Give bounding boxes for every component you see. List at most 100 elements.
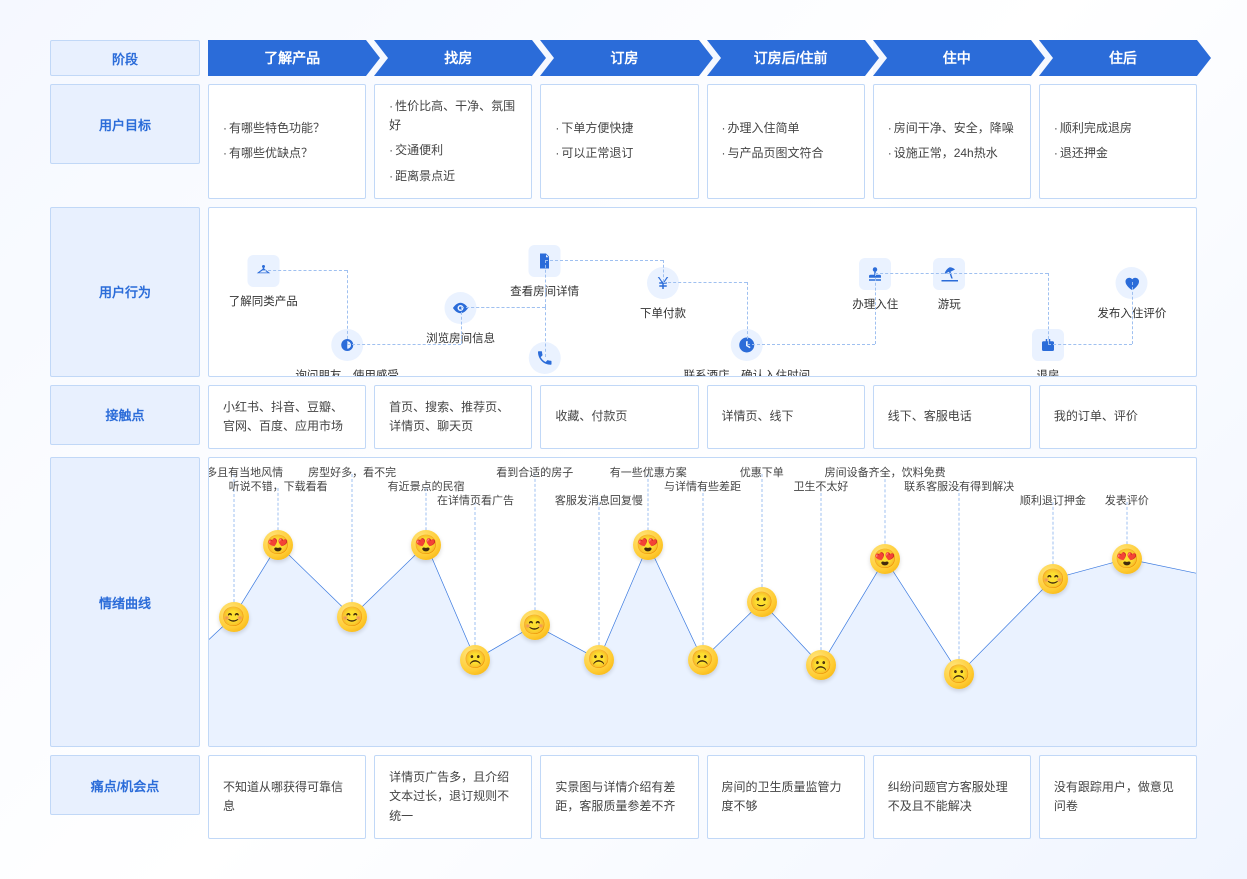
emoji-sad-icon — [688, 645, 718, 675]
mood-tick — [534, 474, 535, 625]
emoji-love-icon — [633, 530, 663, 560]
mood-point — [584, 645, 614, 675]
mood-label: 优惠下单 — [740, 464, 784, 480]
pain-text: 没有跟踪用户，做意见问卷 — [1054, 778, 1182, 816]
mood-panel: 风格多且有当地风情听说不错，下载看看房型好多，看不完有近景点的民宿在详情页看广告… — [208, 457, 1197, 747]
goals-container: 有哪些特色功能？有哪些优缺点？性价比高、干净、氛围好交通便利距离景点近下单方便快… — [208, 84, 1197, 199]
mood-point — [870, 544, 900, 574]
mood-tick — [352, 474, 353, 616]
label-mood: 情绪曲线 — [50, 457, 200, 747]
pain-cell: 实景图与详情介绍有差距，客服质量参差不齐 — [540, 755, 698, 839]
mood-label: 联系客服没有得到解决 — [904, 478, 1014, 494]
goal-cell: 房间干净、安全，降噪设施正常，24h热水 — [873, 84, 1031, 199]
mood-point — [806, 650, 836, 680]
mood-label: 房型好多，看不完 — [308, 464, 396, 480]
goal-line: 有哪些特色功能？ — [223, 119, 351, 138]
pain-cell: 不知道从哪获得可靠信息 — [208, 755, 366, 839]
pain-container: 不知道从哪获得可靠信息详情页广告多，且介绍文本过长，退订规则不统一实景图与详情介… — [208, 755, 1197, 839]
touchpoint-cell: 首页、搜索、推荐页、详情页、聊天页 — [374, 385, 532, 449]
goal-line: 距离景点近 — [389, 167, 517, 186]
behavior-node-label: 游玩 — [938, 296, 961, 312]
goal-line: 办理入住简单 — [722, 119, 850, 138]
touchpoint-cell: 我的订单、评价 — [1039, 385, 1197, 449]
goal-line: 设施正常，24h热水 — [888, 144, 1016, 163]
mood-label: 顺利退订押金 — [1020, 492, 1086, 508]
mood-label: 在详情页看广告 — [437, 492, 514, 508]
goal-line: 性价比高、干净、氛围好 — [389, 97, 517, 135]
goal-cell: 性价比高、干净、氛围好交通便利距离景点近 — [374, 84, 532, 199]
touchpoint-text: 我的订单、评价 — [1054, 407, 1182, 426]
emoji-love-icon — [1112, 544, 1142, 574]
pain-text: 纠纷问题官方客服处理不及且不能解决 — [888, 778, 1016, 816]
emoji-sad-icon — [806, 650, 836, 680]
goal-line: 顺利完成退房 — [1054, 119, 1182, 138]
mood-point — [520, 610, 550, 640]
stage-header: 找房 — [374, 40, 532, 76]
row-behavior: 用户行为 了解同类产品询问朋友，使用感受浏览房间信息查看房间详情与客服沟通房间下… — [50, 207, 1197, 377]
row-pain: 痛点/机会点 不知道从哪获得可靠信息详情页广告多，且介绍文本过长，退订规则不统一… — [50, 755, 1197, 839]
behavior-node-label: 了解同类产品 — [229, 293, 298, 309]
stage-header: 住中 — [873, 40, 1031, 76]
emoji-sad-icon — [944, 659, 974, 689]
touchpoint-cell: 收藏、付款页 — [540, 385, 698, 449]
pain-text: 房间的卫生质量监管力度不够 — [722, 778, 850, 816]
goal-cell: 办理入住简单与产品页图文符合 — [707, 84, 865, 199]
emoji-sad-icon — [584, 645, 614, 675]
mood-point — [944, 659, 974, 689]
pain-cell: 房间的卫生质量监管力度不够 — [707, 755, 865, 839]
stage-header: 订房 — [540, 40, 698, 76]
mood-label: 听说不错，下载看看 — [229, 478, 328, 494]
mood-label: 卫生不太好 — [793, 478, 848, 494]
mood-point — [1112, 544, 1142, 574]
row-stages: 阶段 了解产品找房订房订房后/住前住中住后 — [50, 40, 1197, 76]
mood-point — [411, 530, 441, 560]
touchpoint-text: 线下、客服电话 — [888, 407, 1016, 426]
row-goals: 用户目标 有哪些特色功能？有哪些优缺点？性价比高、干净、氛围好交通便利距离景点近… — [50, 84, 1197, 199]
pain-cell: 没有跟踪用户，做意见问卷 — [1039, 755, 1197, 839]
mood-tick — [761, 474, 762, 602]
stage-header: 了解产品 — [208, 40, 366, 76]
goal-line: 交通便利 — [389, 141, 517, 160]
row-touchpoints: 接触点 小红书、抖音、豆瓣、官网、百度、应用市场首页、搜索、推荐页、详情页、聊天… — [50, 385, 1197, 449]
touchpoint-cell: 线下、客服电话 — [873, 385, 1031, 449]
goal-line: 与产品页图文符合 — [722, 144, 850, 163]
emoji-happy-icon — [520, 610, 550, 640]
emoji-happy-icon — [337, 602, 367, 632]
goal-line: 可以正常退订 — [555, 144, 683, 163]
emoji-love-icon — [870, 544, 900, 574]
goal-cell: 下单方便快捷可以正常退订 — [540, 84, 698, 199]
mood-point — [337, 602, 367, 632]
mood-point — [688, 645, 718, 675]
emoji-happy-icon — [1038, 564, 1068, 594]
label-behavior: 用户行为 — [50, 207, 200, 377]
touchpoint-text: 小红书、抖音、豆瓣、官网、百度、应用市场 — [223, 398, 351, 436]
mood-point — [1038, 564, 1068, 594]
emoji-sad-icon — [460, 645, 490, 675]
mood-tick — [475, 502, 476, 660]
mood-tick — [959, 488, 960, 674]
touchpoint-text: 详情页、线下 — [722, 407, 850, 426]
goal-cell: 有哪些特色功能？ 有哪些优缺点？ — [208, 84, 366, 199]
touchpoint-cell: 小红书、抖音、豆瓣、官网、百度、应用市场 — [208, 385, 366, 449]
touch-container: 小红书、抖音、豆瓣、官网、百度、应用市场首页、搜索、推荐页、详情页、聊天页 收藏、… — [208, 385, 1197, 449]
emoji-happy-icon — [219, 602, 249, 632]
pain-text: 实景图与详情介绍有差距，客服质量参差不齐 — [555, 778, 683, 816]
mood-tick — [702, 488, 703, 660]
behavior-node-label: 联系酒店，确认入住时间 — [684, 367, 811, 377]
mood-point — [633, 530, 663, 560]
behavior-panel: 了解同类产品询问朋友，使用感受浏览房间信息查看房间详情与客服沟通房间下单付款联系… — [208, 207, 1197, 377]
mood-tick — [233, 474, 234, 616]
emoji-love-icon — [411, 530, 441, 560]
journey-map: 阶段 了解产品找房订房订房后/住前住中住后 用户目标 有哪些特色功能？有哪些优缺… — [50, 40, 1197, 839]
touchpoint-text: 收藏、付款页 — [555, 407, 683, 426]
mood-label: 客服发消息回复慢 — [555, 492, 643, 508]
label-touchpoint: 接触点 — [50, 385, 200, 445]
mood-tick — [598, 502, 599, 660]
emoji-neutral-icon — [747, 587, 777, 617]
goal-line: 有哪些优缺点？ — [223, 144, 351, 163]
pain-cell: 详情页广告多，且介绍文本过长，退订规则不统一 — [374, 755, 532, 839]
mood-point — [747, 587, 777, 617]
touchpoint-text: 首页、搜索、推荐页、详情页、聊天页 — [389, 398, 517, 436]
goal-line: 房间干净、安全，降噪 — [888, 119, 1016, 138]
label-pain: 痛点/机会点 — [50, 755, 200, 815]
